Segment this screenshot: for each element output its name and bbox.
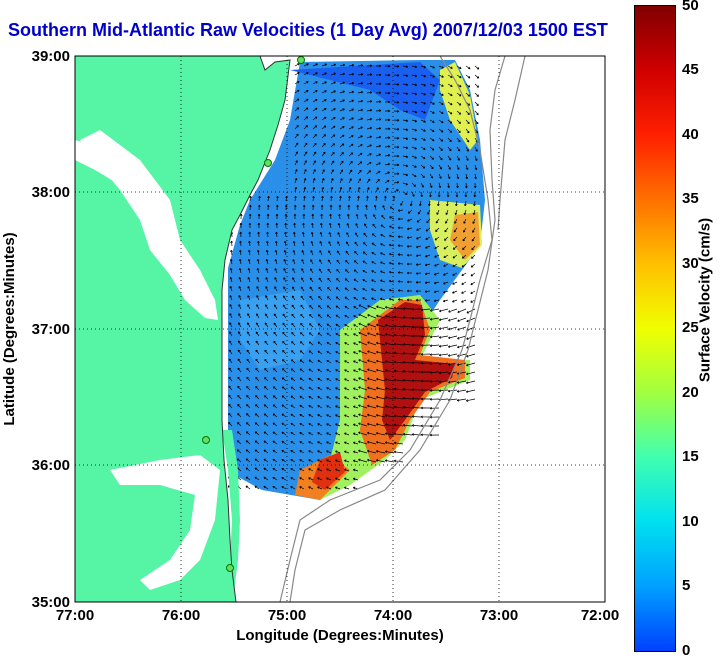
- colorbar-tick: 10: [682, 513, 699, 530]
- plot-frame: [74, 55, 606, 603]
- colorbar-label: Surface Velocity (cm/s): [696, 217, 714, 383]
- land: [75, 56, 290, 602]
- coastline: [221, 56, 291, 602]
- station-marker: [297, 56, 305, 64]
- y-tick: 38:00: [32, 184, 70, 201]
- station-marker: [202, 436, 210, 444]
- colorbar-tick: 45: [682, 61, 699, 78]
- x-axis-label: Longitude (Degrees:Minutes): [236, 627, 444, 644]
- x-tick: 75:00: [268, 607, 306, 624]
- colorbar-tick: 0: [682, 642, 691, 659]
- colorbar-tick: 20: [682, 384, 699, 401]
- bathymetry-contours: [279, 56, 526, 602]
- grid-lines: [75, 56, 605, 602]
- colorbar-tick: 40: [682, 126, 699, 143]
- y-axis-label: Latitude (Degrees:Minutes): [1, 232, 18, 425]
- colorbar-tick: 50: [682, 0, 699, 14]
- colorbar-tick: 15: [682, 448, 699, 465]
- station-marker: [226, 564, 234, 572]
- x-tick-labels: 77:00 76:00 75:00 74:00 73:00 72:00: [56, 607, 619, 624]
- y-tick: 39:00: [32, 48, 70, 65]
- y-tick-labels: 39:00 38:00 37:00 36:00 35:00: [32, 48, 70, 611]
- colorbar-tick: 25: [682, 319, 699, 336]
- map-title: Southern Mid-Atlantic Raw Velocities (1 …: [8, 20, 608, 40]
- x-tick: 72:00: [581, 607, 619, 624]
- y-tick: 36:00: [32, 457, 70, 474]
- colorbar-tick: 35: [682, 190, 699, 207]
- y-tick: 35:00: [32, 594, 70, 611]
- y-tick: 37:00: [32, 321, 70, 338]
- x-tick: 76:00: [162, 607, 200, 624]
- x-tick: 74:00: [374, 607, 412, 624]
- x-tick: 73:00: [480, 607, 518, 624]
- station-marker: [264, 159, 272, 167]
- colorbar-tick: 30: [682, 255, 699, 272]
- x-tick: 77:00: [56, 607, 94, 624]
- colorbar: [634, 5, 676, 652]
- radar-stations: [202, 56, 305, 572]
- colorbar-tick: 5: [682, 577, 691, 594]
